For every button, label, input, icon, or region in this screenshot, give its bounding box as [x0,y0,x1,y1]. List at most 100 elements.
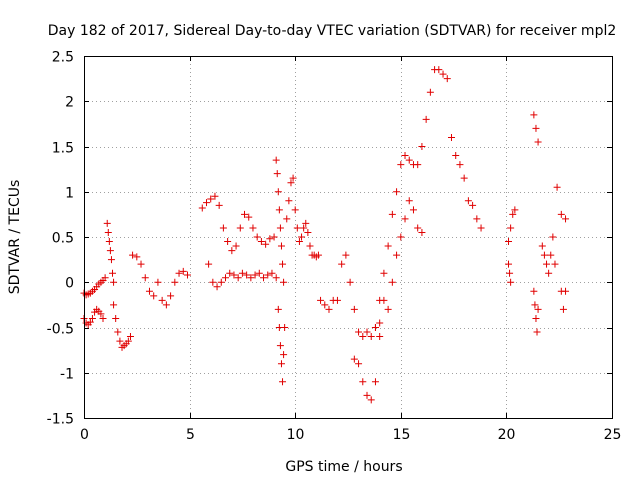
data-point [103,219,111,227]
data-point [559,305,567,313]
data-point [551,260,559,268]
data-point [230,271,238,279]
data-point [145,287,153,295]
data-point [207,195,215,203]
data-point [280,278,288,286]
data-point [236,224,244,232]
data-point [509,210,517,218]
data-point [452,152,460,160]
data-point [350,305,358,313]
data-point [109,269,117,277]
data-point [414,224,422,232]
data-point [397,161,405,169]
y-tick-label: 1 [65,186,74,202]
chart-title: Day 182 of 2017, Sidereal Day-to-day VTE… [48,23,617,39]
data-point [179,267,187,275]
axis-ticks: 0 5 10 15 20 25 -1.5 -1 -0.5 0 0.5 1 1.5 2 2.5 [47,50,622,444]
data-point [355,360,363,368]
data-point [545,269,553,277]
data-point [359,333,367,341]
x-tick-label: 5 [186,427,195,443]
data-point [274,188,282,196]
data-point [359,378,367,386]
data-point [279,260,287,268]
y-tick-label: 1.5 [52,141,74,157]
data-point [137,260,145,268]
data-point [507,224,515,232]
data-point [251,271,259,279]
data-point [439,70,447,78]
data-point [175,269,183,277]
data-point [247,274,255,282]
data-point [533,328,541,336]
data-point [363,391,371,399]
data-point [129,251,137,259]
data-point [99,314,107,322]
data-point [405,156,413,164]
data-point [162,301,170,309]
data-point [371,324,379,331]
data-point [280,351,288,359]
data-point [371,378,379,386]
data-point [384,305,392,313]
data-point [107,256,115,264]
data-point [253,233,261,241]
data-point [217,278,225,286]
data-point [543,260,551,268]
data-point [291,206,299,214]
plot-frame [84,56,613,419]
data-point [126,333,134,341]
data-point [281,324,289,331]
data-point [270,233,278,241]
y-tick-label: 2.5 [52,50,74,66]
data-point [511,206,519,214]
x-tick-label: 15 [393,427,411,443]
data-point [505,260,513,268]
data-point [530,111,538,119]
data-point [213,283,221,291]
data-point [88,314,96,322]
data-point [443,75,451,83]
data-point [86,318,94,326]
data-point [110,278,118,286]
y-tick-label: 0 [65,276,74,292]
data-point [304,228,312,236]
data-point [363,328,371,336]
data-point [507,278,515,286]
data-point [277,242,285,250]
data-point [367,396,375,404]
data-point [272,156,280,164]
data-point [279,378,287,386]
data-point [562,215,570,223]
data-point [243,271,251,279]
data-point [321,301,329,309]
data-point [198,204,206,212]
data-point [283,215,291,223]
data-point [112,314,120,322]
data-point [401,152,409,160]
data-point [376,319,384,327]
data-point [342,251,350,259]
data-point [104,228,112,236]
data-point [228,247,236,255]
data-point [97,310,105,318]
data-point [273,170,281,178]
data-point [183,271,191,279]
data-point [338,260,346,268]
data-point [287,179,295,187]
data-point [249,224,257,232]
data-point [333,296,341,304]
data-point [141,274,149,282]
data-point [262,240,270,248]
data-point [211,192,219,200]
data-point [418,143,426,150]
x-tick-label: 0 [80,427,89,443]
data-point [219,224,227,232]
data-point [376,296,384,304]
data-point [405,197,413,205]
data-point [418,228,426,236]
data-point [116,337,124,345]
data-point [384,242,392,250]
data-point [460,174,468,182]
data-point [397,233,405,241]
